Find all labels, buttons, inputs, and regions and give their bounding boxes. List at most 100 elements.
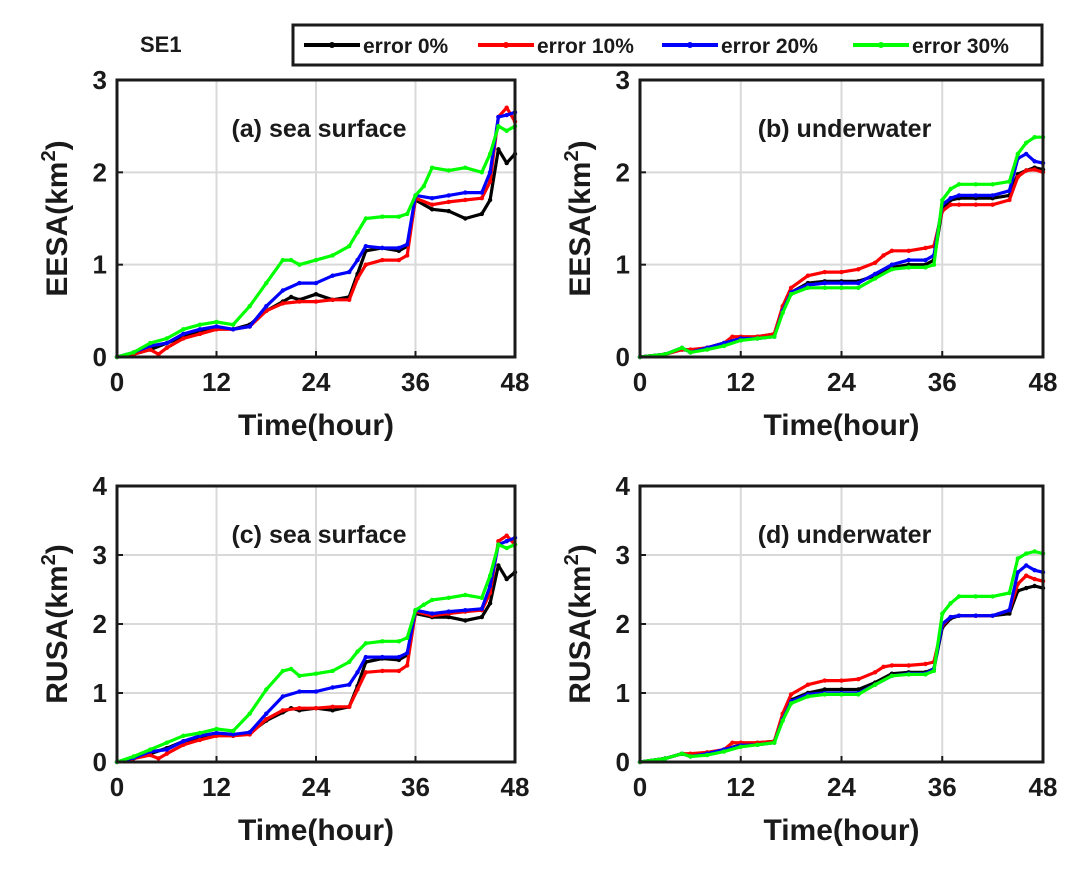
data-point (504, 160, 509, 166)
legend-marker-1 (503, 42, 509, 48)
data-point (990, 182, 995, 187)
data-point (156, 352, 161, 357)
data-point (347, 269, 352, 275)
data-point (313, 706, 319, 711)
data-point (197, 730, 203, 736)
data-point (839, 269, 844, 275)
data-point (1007, 590, 1012, 596)
data-point (280, 668, 285, 674)
data-point (463, 618, 468, 623)
data-point (822, 269, 827, 275)
data-point (487, 197, 493, 203)
data-point (330, 273, 335, 278)
data-point (973, 613, 978, 618)
data-point (780, 310, 785, 315)
data-point (280, 708, 285, 713)
data-point (330, 708, 335, 713)
data-point (1023, 551, 1029, 556)
data-point (330, 297, 335, 302)
data-point (487, 601, 493, 606)
data-point (822, 692, 827, 697)
figure-label: SE1 (140, 32, 182, 57)
data-point (405, 635, 410, 640)
x-tick-label: 12 (726, 367, 755, 397)
data-point (1032, 583, 1037, 589)
data-point (788, 292, 794, 297)
data-point (413, 608, 418, 613)
data-point (463, 608, 468, 613)
x-tick-label: 36 (401, 367, 430, 397)
data-point (1023, 168, 1029, 173)
data-point (496, 124, 501, 129)
data-point (755, 742, 760, 747)
data-point (881, 664, 886, 669)
data-point (839, 285, 844, 290)
data-point (446, 208, 451, 214)
x-tick-label: 24 (827, 772, 856, 802)
data-point (280, 694, 285, 699)
data-point (923, 661, 928, 667)
data-point (380, 639, 385, 644)
data-point (330, 253, 335, 258)
x-axis-label: Time(hour) (238, 814, 394, 847)
panel-title: (a) sea surface (231, 115, 406, 143)
data-point (380, 245, 385, 251)
legend-marker-0 (329, 42, 335, 48)
x-tick-label: 0 (633, 772, 647, 802)
data-point (805, 285, 811, 290)
data-point (363, 654, 368, 660)
data-point (297, 673, 302, 678)
data-point (230, 728, 236, 734)
series-line-1 (116, 106, 517, 359)
data-point (313, 292, 319, 297)
data-point (288, 257, 294, 263)
y-tick-label: 4 (93, 471, 108, 501)
data-point (396, 668, 402, 674)
series-line-3 (639, 135, 1043, 359)
data-point (446, 168, 451, 173)
data-point (956, 202, 962, 207)
data-point (1007, 197, 1012, 203)
data-point (973, 193, 978, 198)
data-point (889, 262, 895, 267)
data-point (772, 334, 777, 339)
data-point (330, 668, 335, 674)
data-point (347, 682, 352, 687)
data-point (504, 128, 509, 133)
data-point (839, 692, 844, 697)
data-point (264, 687, 269, 692)
y-tick-label: 0 (93, 747, 107, 777)
series-3 (114, 124, 518, 360)
data-point (363, 244, 368, 249)
data-point (429, 207, 435, 212)
data-point (496, 147, 501, 152)
data-point (131, 754, 136, 759)
data-point (247, 711, 252, 716)
data-point (405, 242, 410, 247)
data-point (906, 663, 911, 668)
data-point (990, 202, 995, 207)
data-point (347, 659, 352, 665)
data-point (446, 614, 451, 620)
y-axis-label: RUSA(km2) (38, 544, 74, 703)
data-point (297, 280, 302, 286)
data-point (197, 322, 203, 327)
data-point (230, 322, 236, 327)
x-tick-label: 12 (202, 772, 231, 802)
data-point (247, 730, 252, 735)
y-tick-label: 4 (616, 471, 631, 501)
data-point (164, 751, 169, 756)
data-point (396, 639, 402, 644)
data-point (504, 545, 509, 551)
data-point (487, 179, 493, 184)
data-point (197, 331, 203, 337)
data-point (788, 285, 794, 290)
data-point (214, 319, 219, 325)
data-point (956, 182, 962, 187)
data-point (872, 670, 878, 675)
data-point (355, 649, 360, 654)
data-point (131, 350, 136, 355)
data-point (990, 193, 995, 198)
